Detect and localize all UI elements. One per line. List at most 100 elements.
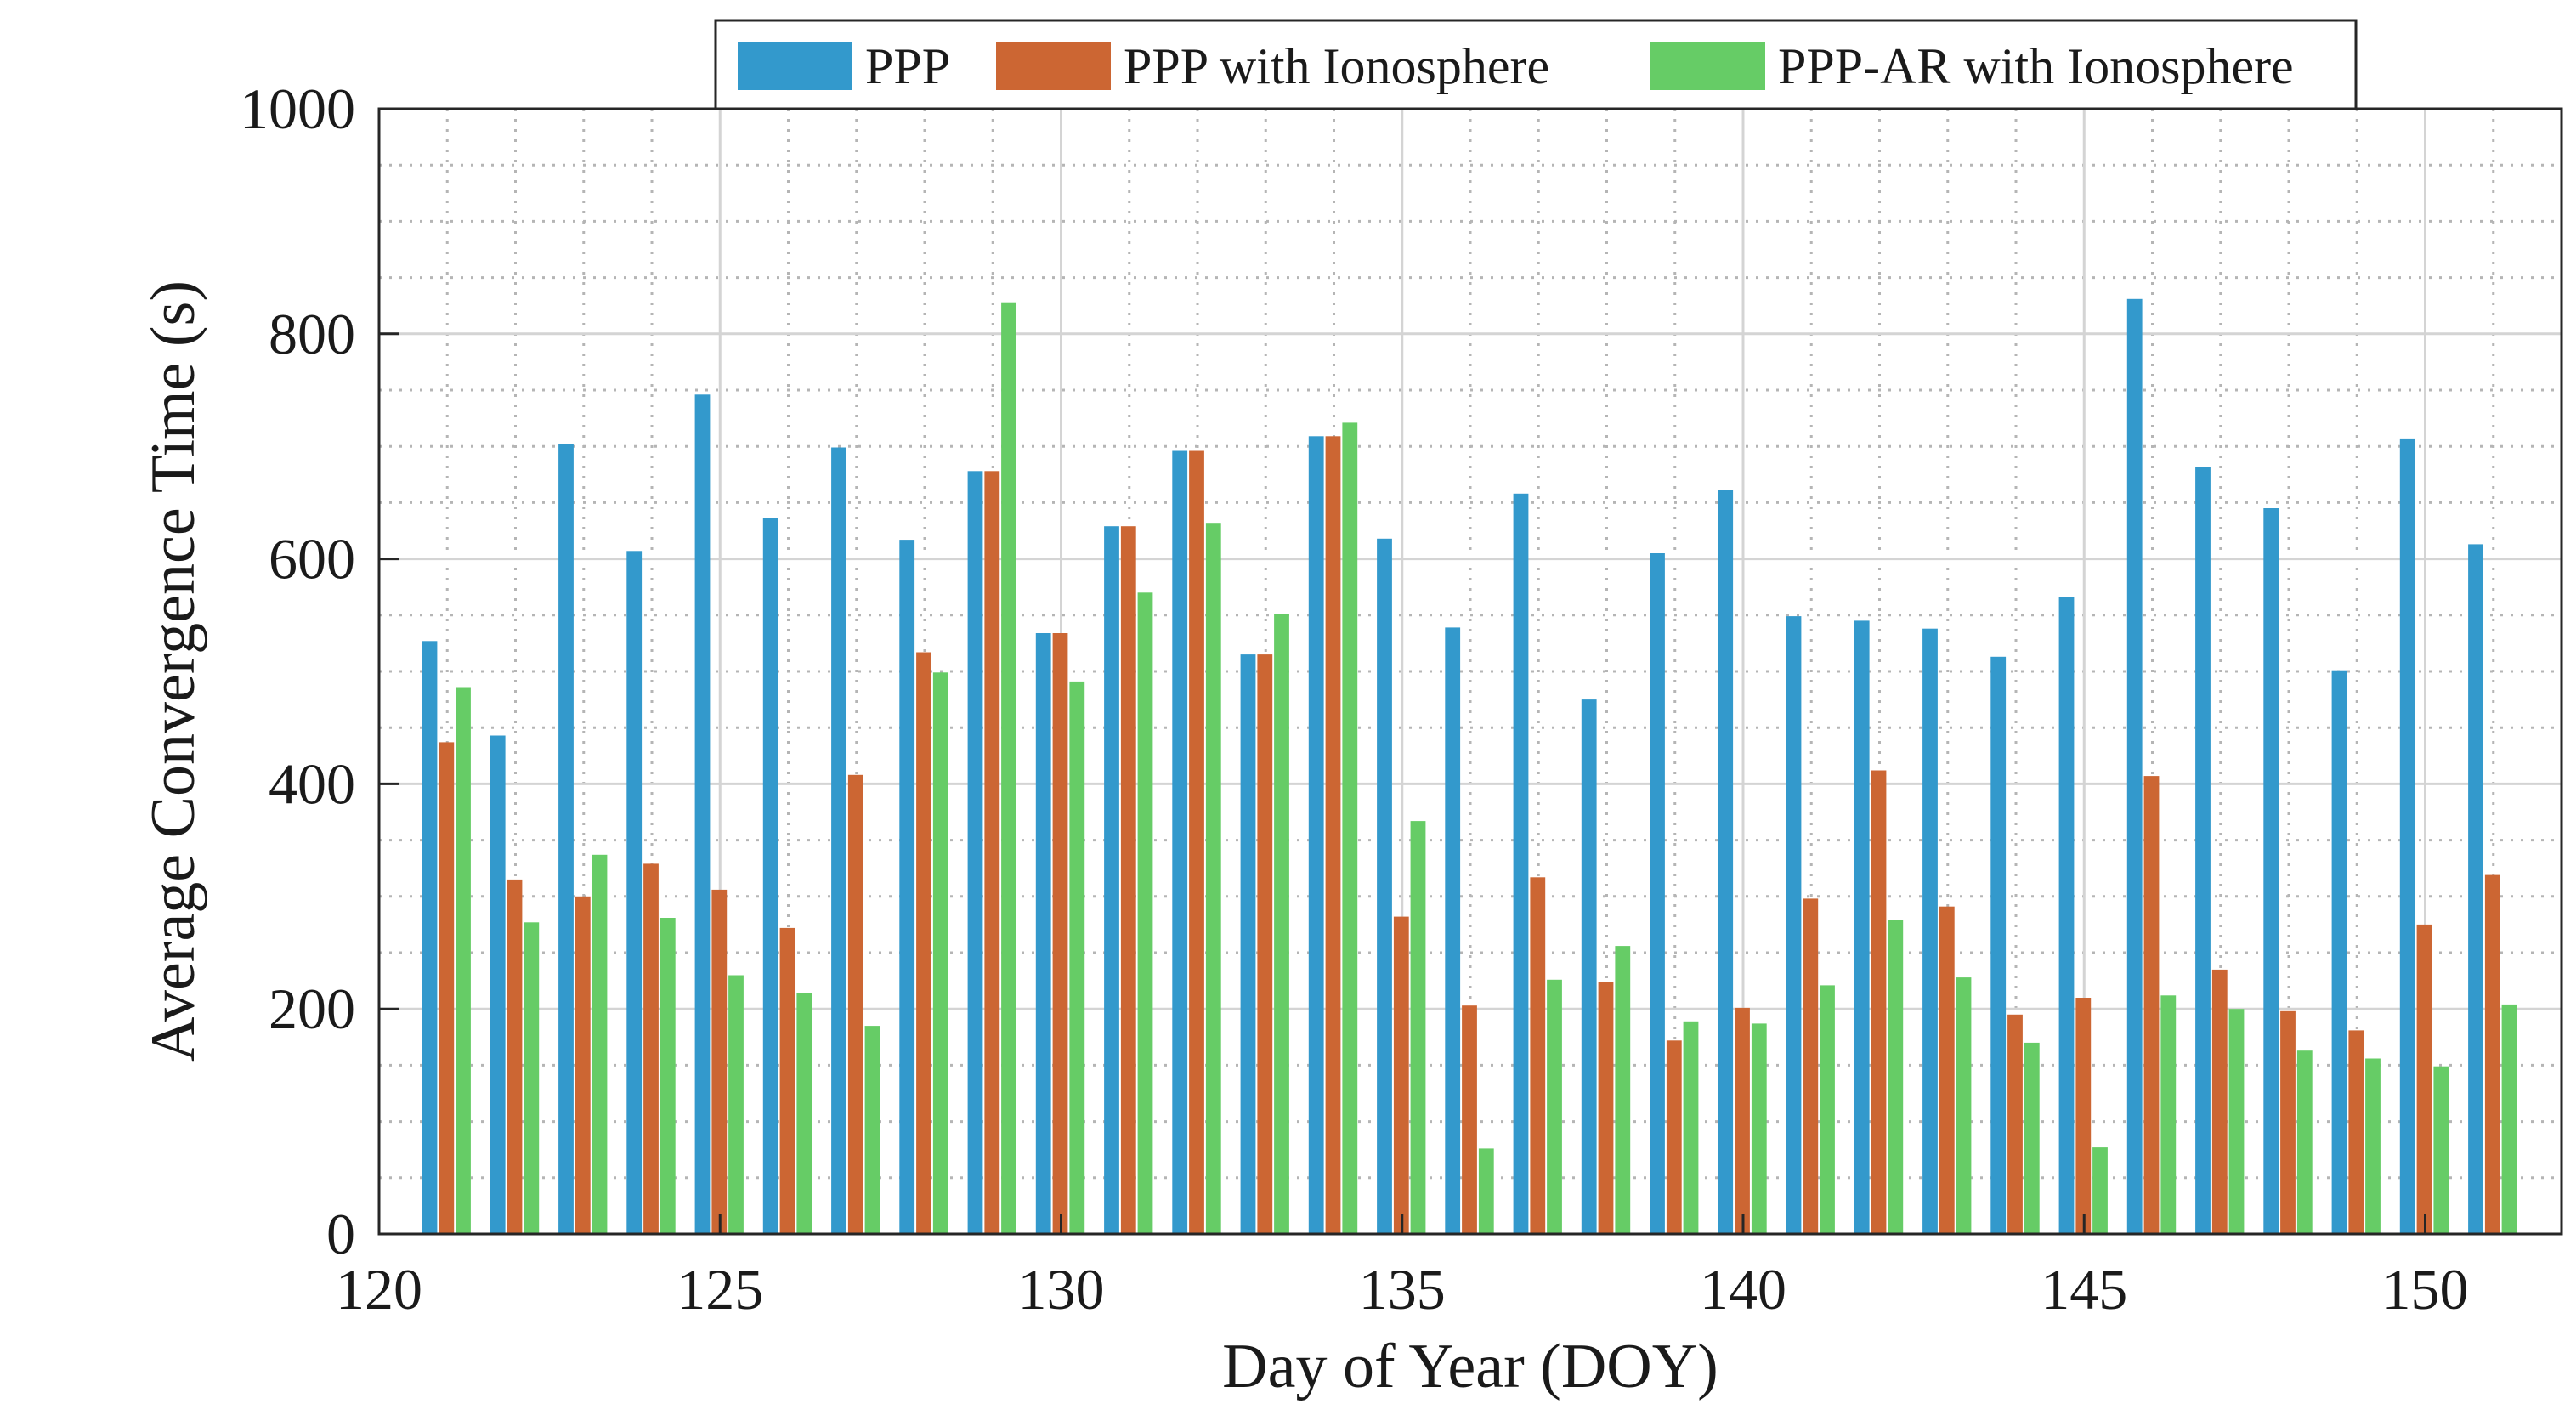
bar bbox=[1478, 1148, 1494, 1234]
legend-entry: PPP-AR with Ionosphere bbox=[1778, 38, 2294, 94]
bar bbox=[1581, 699, 1597, 1234]
y-tick-label: 1000 bbox=[240, 76, 355, 141]
bar bbox=[864, 1026, 880, 1234]
bar bbox=[2416, 924, 2432, 1234]
bar bbox=[490, 735, 506, 1234]
y-tick-label: 600 bbox=[269, 527, 355, 591]
bar bbox=[1308, 436, 1324, 1234]
bar bbox=[1615, 946, 1631, 1234]
bar bbox=[2228, 1009, 2245, 1234]
bar bbox=[1052, 633, 1068, 1234]
bar bbox=[2007, 1014, 2023, 1234]
bar bbox=[1666, 1040, 1682, 1234]
x-axis-label: Day of Year (DOY) bbox=[1222, 1332, 1718, 1401]
bar bbox=[899, 540, 915, 1234]
bar bbox=[1462, 1005, 1477, 1234]
bar bbox=[1820, 985, 1835, 1234]
legend-swatch bbox=[996, 42, 1111, 90]
y-tick-label: 400 bbox=[269, 751, 355, 816]
bar bbox=[847, 774, 863, 1234]
bar bbox=[507, 879, 523, 1234]
legend-box bbox=[714, 19, 2358, 110]
x-tick-label: 150 bbox=[2382, 1257, 2469, 1322]
bar bbox=[1172, 450, 1188, 1234]
bar bbox=[2365, 1058, 2381, 1234]
bar bbox=[1598, 982, 1614, 1234]
bar bbox=[1205, 523, 1221, 1234]
bar bbox=[1803, 898, 1819, 1234]
bar bbox=[1137, 592, 1153, 1234]
bar bbox=[660, 918, 676, 1234]
bar bbox=[2143, 776, 2160, 1234]
bar bbox=[779, 927, 795, 1234]
bar bbox=[558, 444, 574, 1234]
bar bbox=[1240, 654, 1256, 1234]
bar bbox=[2399, 438, 2415, 1234]
legend-entry: PPP bbox=[865, 38, 950, 94]
bar bbox=[1735, 1007, 1750, 1234]
bar bbox=[2296, 1050, 2313, 1234]
bar bbox=[1410, 821, 1426, 1234]
x-tick-label: 120 bbox=[336, 1257, 422, 1322]
bar bbox=[796, 993, 812, 1234]
bar bbox=[2331, 670, 2347, 1234]
y-tick-label: 0 bbox=[326, 1202, 355, 1266]
bar bbox=[2058, 597, 2075, 1234]
bar bbox=[575, 896, 591, 1234]
bar bbox=[2468, 544, 2483, 1234]
bar bbox=[1751, 1023, 1767, 1234]
bar bbox=[2211, 969, 2228, 1234]
bar bbox=[1274, 614, 1289, 1234]
bar bbox=[2433, 1066, 2449, 1234]
x-tick-label: 135 bbox=[1359, 1257, 1446, 1322]
bar bbox=[1939, 906, 1955, 1234]
bar bbox=[1871, 770, 1887, 1234]
bar bbox=[456, 687, 471, 1234]
bar bbox=[711, 889, 728, 1234]
bar bbox=[2348, 1030, 2364, 1234]
x-tick-label: 145 bbox=[2041, 1257, 2127, 1322]
bar bbox=[2160, 995, 2177, 1234]
bar bbox=[1513, 493, 1529, 1234]
legend-entry: PPP with Ionosphere bbox=[1124, 38, 1549, 94]
bar bbox=[1189, 450, 1204, 1234]
bar bbox=[439, 742, 455, 1234]
bar bbox=[1120, 526, 1136, 1234]
y-tick-label: 800 bbox=[269, 302, 355, 366]
x-tick-label: 125 bbox=[677, 1257, 763, 1322]
x-tick-label: 130 bbox=[1018, 1257, 1105, 1322]
bars bbox=[422, 298, 2517, 1235]
bar bbox=[1786, 616, 1802, 1234]
bar bbox=[2092, 1147, 2108, 1234]
bar bbox=[984, 471, 1000, 1234]
bar bbox=[524, 922, 540, 1234]
bar bbox=[1257, 654, 1273, 1234]
bar bbox=[1956, 977, 1972, 1234]
bar bbox=[967, 471, 983, 1234]
bar bbox=[1718, 490, 1734, 1234]
bar bbox=[643, 863, 659, 1234]
legend-swatch bbox=[738, 42, 852, 90]
bar bbox=[1683, 1021, 1699, 1234]
bar bbox=[762, 518, 778, 1234]
bar bbox=[2024, 1042, 2040, 1234]
bar bbox=[1990, 656, 2007, 1234]
bar bbox=[932, 672, 948, 1234]
y-axis-label: Average Convergence Time (s) bbox=[139, 280, 208, 1062]
bar bbox=[2263, 508, 2279, 1234]
bar bbox=[592, 854, 608, 1234]
bar bbox=[1069, 681, 1085, 1234]
bar bbox=[2075, 998, 2092, 1234]
bar bbox=[1650, 553, 1665, 1234]
bar bbox=[694, 394, 711, 1234]
ticks: 120 125 130 135 140 145 150 0 200 400 600 800 1000 bbox=[240, 76, 2469, 1322]
bar bbox=[1342, 422, 1358, 1234]
bar bbox=[1445, 627, 1461, 1234]
bar bbox=[1888, 920, 1904, 1234]
bar bbox=[1547, 979, 1562, 1234]
bar bbox=[2195, 467, 2211, 1234]
legend: PPP PPP with Ionosphere PPP-AR with Ionosp… bbox=[714, 19, 2358, 110]
bar bbox=[1035, 633, 1051, 1234]
bar bbox=[2280, 1010, 2296, 1234]
